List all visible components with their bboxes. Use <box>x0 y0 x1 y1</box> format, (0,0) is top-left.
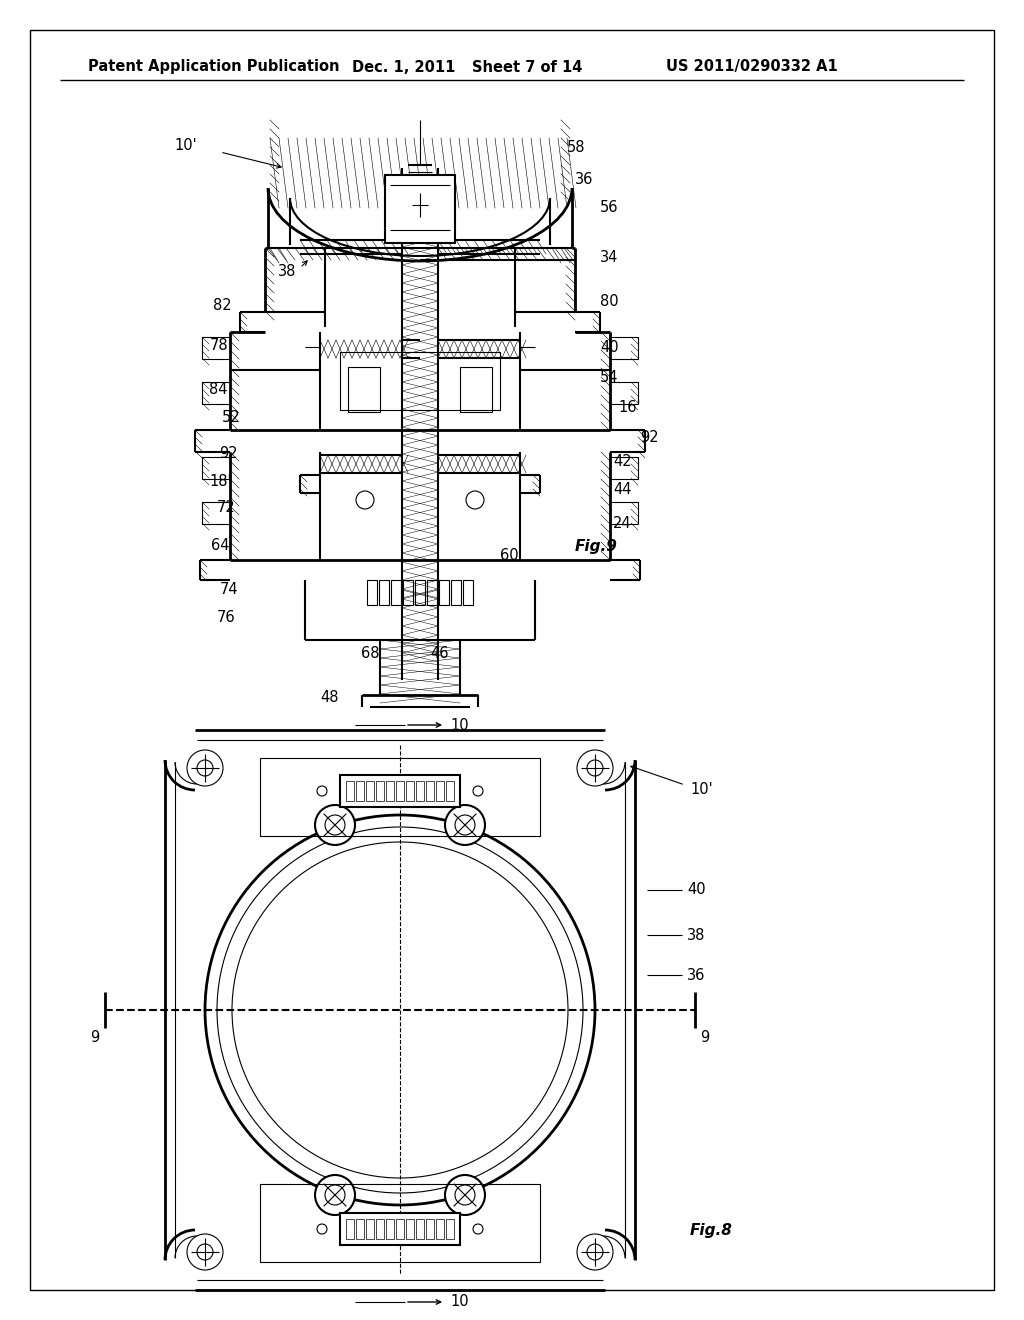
Bar <box>610 337 638 359</box>
Text: 58: 58 <box>567 140 586 156</box>
Bar <box>366 1218 374 1239</box>
Text: 40: 40 <box>600 341 618 355</box>
Text: 36: 36 <box>687 968 706 982</box>
Text: 72: 72 <box>216 500 234 516</box>
Text: 36: 36 <box>575 173 593 187</box>
Bar <box>356 781 364 801</box>
Bar <box>202 502 230 524</box>
Circle shape <box>187 1234 223 1270</box>
Text: 80: 80 <box>600 294 618 309</box>
Bar <box>439 579 449 605</box>
Bar <box>446 781 454 801</box>
Text: 10: 10 <box>450 1295 469 1309</box>
Text: Sheet 7 of 14: Sheet 7 of 14 <box>472 59 583 74</box>
Text: 9: 9 <box>90 1031 99 1045</box>
Bar <box>610 381 638 404</box>
Text: 18': 18' <box>210 474 232 490</box>
Text: 34: 34 <box>600 251 618 265</box>
Circle shape <box>577 750 613 785</box>
Bar <box>260 1184 540 1262</box>
Text: Fig.8: Fig.8 <box>690 1222 733 1238</box>
Bar <box>610 502 638 524</box>
Bar <box>385 176 455 243</box>
Text: US 2011/0290332 A1: US 2011/0290332 A1 <box>666 59 838 74</box>
Circle shape <box>408 193 432 216</box>
Bar <box>340 775 460 807</box>
Bar <box>436 1218 444 1239</box>
Circle shape <box>315 1175 355 1214</box>
Circle shape <box>445 1175 485 1214</box>
Bar <box>260 758 540 836</box>
Bar <box>610 457 638 479</box>
Text: 78: 78 <box>209 338 228 352</box>
Bar <box>416 781 424 801</box>
Bar <box>426 781 434 801</box>
Circle shape <box>445 805 485 845</box>
Bar <box>379 579 389 605</box>
Bar <box>396 1218 404 1239</box>
Bar <box>451 579 461 605</box>
Bar <box>340 1213 460 1245</box>
Bar <box>391 579 401 605</box>
Text: 16': 16' <box>618 400 640 416</box>
Bar <box>436 781 444 801</box>
Text: 10': 10' <box>174 137 197 153</box>
Text: 9: 9 <box>700 1031 710 1045</box>
Bar <box>415 579 425 605</box>
Circle shape <box>315 805 355 845</box>
Bar <box>396 781 404 801</box>
Bar <box>340 352 500 411</box>
Text: 82: 82 <box>213 297 232 313</box>
Text: 40: 40 <box>687 883 706 898</box>
Bar <box>367 579 377 605</box>
Bar <box>460 367 492 412</box>
Bar <box>376 1218 384 1239</box>
Bar <box>346 781 354 801</box>
Bar <box>406 781 414 801</box>
Text: 44: 44 <box>613 483 632 498</box>
Bar <box>403 579 413 605</box>
Bar <box>416 1218 424 1239</box>
Bar <box>202 381 230 404</box>
Bar <box>406 1218 414 1239</box>
Text: 38: 38 <box>687 928 706 942</box>
Text: 74: 74 <box>219 582 238 598</box>
Text: 92: 92 <box>219 446 238 461</box>
Bar <box>386 1218 394 1239</box>
Text: 48: 48 <box>321 690 339 705</box>
Text: 10: 10 <box>450 718 469 733</box>
Text: 60: 60 <box>500 548 518 562</box>
Bar <box>386 781 394 801</box>
Circle shape <box>187 750 223 785</box>
Text: 84: 84 <box>210 383 228 397</box>
Bar <box>348 367 380 412</box>
Text: 46: 46 <box>431 645 450 660</box>
Bar <box>356 1218 364 1239</box>
Bar <box>446 1218 454 1239</box>
Text: 24: 24 <box>613 516 632 531</box>
Text: Patent Application Publication: Patent Application Publication <box>88 59 340 74</box>
Bar <box>463 579 473 605</box>
Bar <box>376 781 384 801</box>
Text: 54: 54 <box>600 371 618 385</box>
Text: 64: 64 <box>212 537 230 553</box>
Text: 10': 10' <box>690 783 713 797</box>
Text: 92: 92 <box>640 430 658 446</box>
Bar <box>202 337 230 359</box>
Text: 52: 52 <box>221 411 240 425</box>
Bar <box>427 579 437 605</box>
Text: 38: 38 <box>278 264 296 280</box>
Circle shape <box>577 1234 613 1270</box>
Text: 56: 56 <box>600 201 618 215</box>
Text: 68: 68 <box>360 645 379 660</box>
Text: Fig.9: Fig.9 <box>575 540 617 554</box>
Bar <box>346 1218 354 1239</box>
Bar <box>202 457 230 479</box>
Text: 76: 76 <box>216 610 234 626</box>
Bar <box>366 781 374 801</box>
Text: 42: 42 <box>613 454 632 470</box>
Bar <box>426 1218 434 1239</box>
Text: Dec. 1, 2011: Dec. 1, 2011 <box>352 59 456 74</box>
